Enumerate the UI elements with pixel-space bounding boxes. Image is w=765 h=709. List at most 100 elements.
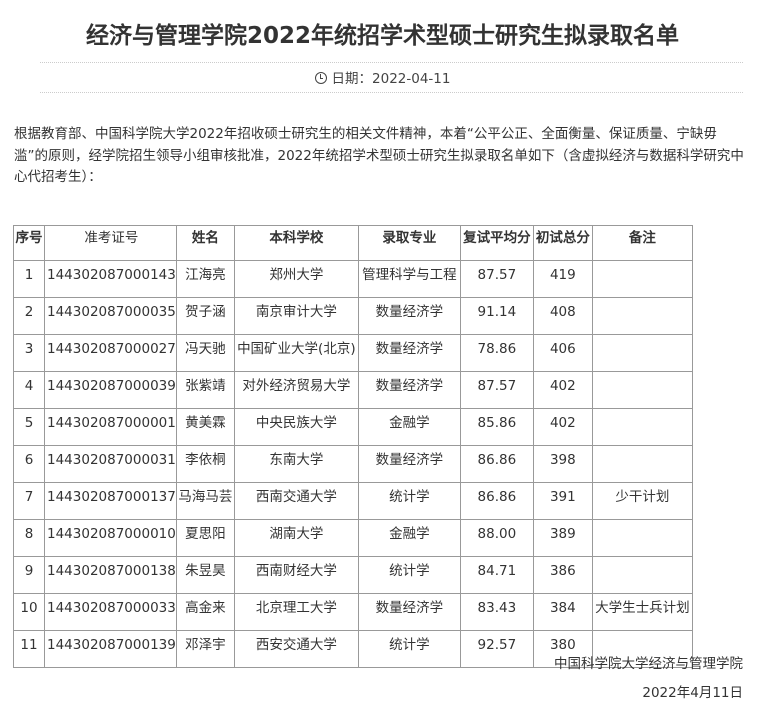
table-cell: 统计学: [357, 482, 461, 520]
table-cell: [591, 445, 693, 483]
column-header: 录取专业: [357, 225, 461, 261]
table-cell: 夏思阳: [175, 519, 235, 557]
column-header: 初试总分: [532, 225, 593, 261]
table-cell: 数量经济学: [357, 445, 461, 483]
table-cell: 144302087000137: [44, 482, 177, 520]
column-header: 姓名: [175, 225, 235, 261]
table-cell: 398: [532, 445, 593, 483]
date-value: 2022-04-11: [372, 71, 451, 87]
table-cell: 朱昱昊: [175, 556, 235, 594]
table-cell: 384: [532, 593, 593, 631]
table-cell: 86.86: [459, 445, 534, 483]
table-cell: [591, 260, 693, 298]
table-cell: [591, 334, 693, 372]
table-row: 6 144302087000031 李依桐 东南大学 数量经济学 86.86 398: [13, 445, 693, 483]
table-cell: 144302087000035: [44, 297, 177, 335]
date-label: 日期：: [331, 71, 373, 87]
table-cell: 408: [532, 297, 593, 335]
table-cell: [591, 556, 693, 594]
table-cell: 144302087000139: [44, 630, 177, 668]
clock-icon: [314, 72, 327, 84]
table-row: 10 144302087000033 高金来 北京理工大学 数量经济学 83.43 384 大…: [13, 593, 693, 631]
table-cell: 数量经济学: [357, 371, 461, 409]
table-cell: 144302087000033: [44, 593, 177, 631]
table-cell: 邓泽宇: [175, 630, 235, 668]
table-cell: 郑州大学: [233, 260, 359, 298]
table-cell: [591, 408, 693, 446]
admission-table: 序号 准考证号 姓名 本科学校 录取专业 复试平均分 初试总分 备注 1 14430208700…: [13, 225, 693, 668]
table-cell: 144302087000027: [44, 334, 177, 372]
table-cell: 144302087000001: [44, 408, 177, 446]
table-cell: 中央民族大学: [233, 408, 359, 446]
footer-date: 2022年4月11日: [642, 685, 743, 701]
table-cell: 马海马芸: [175, 482, 235, 520]
table-cell: 144302087000138: [44, 556, 177, 594]
table-cell: 380: [532, 630, 593, 668]
table-cell: 84.71: [459, 556, 534, 594]
table-cell: 6: [13, 445, 45, 483]
table-cell: 黄美霖: [175, 408, 235, 446]
table-cell: 391: [532, 482, 593, 520]
column-header: 备注: [591, 225, 693, 261]
table-cell: 7: [13, 482, 45, 520]
table-cell: 8: [13, 519, 45, 557]
column-header: 复试平均分: [459, 225, 534, 261]
table-cell: 86.86: [459, 482, 534, 520]
table-cell: 386: [532, 556, 593, 594]
table-cell: 144302087000143: [44, 260, 177, 298]
table-cell: 83.43: [459, 593, 534, 631]
table-cell: 数量经济学: [357, 593, 461, 631]
table-row: 8 144302087000010 夏思阳 湖南大学 金融学 88.00 389: [13, 519, 693, 557]
table-cell: 南京审计大学: [233, 297, 359, 335]
table-cell: 数量经济学: [357, 334, 461, 372]
table-cell: 高金来: [175, 593, 235, 631]
table-row: 11 144302087000139 邓泽宇 西安交通大学 统计学 92.57 380: [13, 630, 693, 668]
table-cell: [591, 371, 693, 409]
table-row: 1 144302087000143 江海亮 郑州大学 管理科学与工程 87.57 419: [13, 260, 693, 298]
table-cell: 湖南大学: [233, 519, 359, 557]
table-cell: 北京理工大学: [233, 593, 359, 631]
table-cell: 数量经济学: [357, 297, 461, 335]
table-cell: 1: [13, 260, 45, 298]
table-cell: 西南交通大学: [233, 482, 359, 520]
table-cell: 2: [13, 297, 45, 335]
table-cell: 西南财经大学: [233, 556, 359, 594]
table-row: 9 144302087000138 朱昱昊 西南财经大学 统计学 84.71 386: [13, 556, 693, 594]
table-cell: [591, 519, 693, 557]
table-cell: 78.86: [459, 334, 534, 372]
table-cell: 419: [532, 260, 593, 298]
table-cell: 贺子涵: [175, 297, 235, 335]
table-cell: 9: [13, 556, 45, 594]
table-cell: 3: [13, 334, 45, 372]
table-cell: 江海亮: [175, 260, 235, 298]
table-header-row: 序号 准考证号 姓名 本科学校 录取专业 复试平均分 初试总分 备注: [13, 225, 693, 261]
column-header: 准考证号: [44, 225, 177, 261]
table-cell: 144302087000031: [44, 445, 177, 483]
table-cell: 87.57: [459, 371, 534, 409]
table-cell: 144302087000039: [44, 371, 177, 409]
table-cell: 李依桐: [175, 445, 235, 483]
table-cell: 91.14: [459, 297, 534, 335]
table-row: 2 144302087000035 贺子涵 南京审计大学 数量经济学 91.14 408: [13, 297, 693, 335]
table-cell: 少干计划: [591, 482, 693, 520]
table-cell: 402: [532, 371, 593, 409]
table-cell: 4: [13, 371, 45, 409]
table-cell: 389: [532, 519, 593, 557]
table-cell: 5: [13, 408, 45, 446]
page-title: 经济与管理学院2022年统招学术型硕士研究生拟录取名单: [85, 23, 679, 49]
table-cell: [591, 630, 693, 668]
table-cell: 张紫靖: [175, 371, 235, 409]
table-cell: 管理科学与工程: [357, 260, 461, 298]
column-header: 本科学校: [233, 225, 359, 261]
table-cell: 中国矿业大学(北京): [233, 334, 359, 372]
table-cell: 406: [532, 334, 593, 372]
table-cell: 冯天驰: [175, 334, 235, 372]
table-cell: 92.57: [459, 630, 534, 668]
table-cell: 大学生士兵计划: [591, 593, 693, 631]
table-cell: 东南大学: [233, 445, 359, 483]
table-cell: 金融学: [357, 408, 461, 446]
table-row: 5 144302087000001 黄美霖 中央民族大学 金融学 85.86 402: [13, 408, 693, 446]
table-cell: 金融学: [357, 519, 461, 557]
table-cell: [591, 297, 693, 335]
publish-date: 日期：2022-04-11: [0, 67, 765, 87]
